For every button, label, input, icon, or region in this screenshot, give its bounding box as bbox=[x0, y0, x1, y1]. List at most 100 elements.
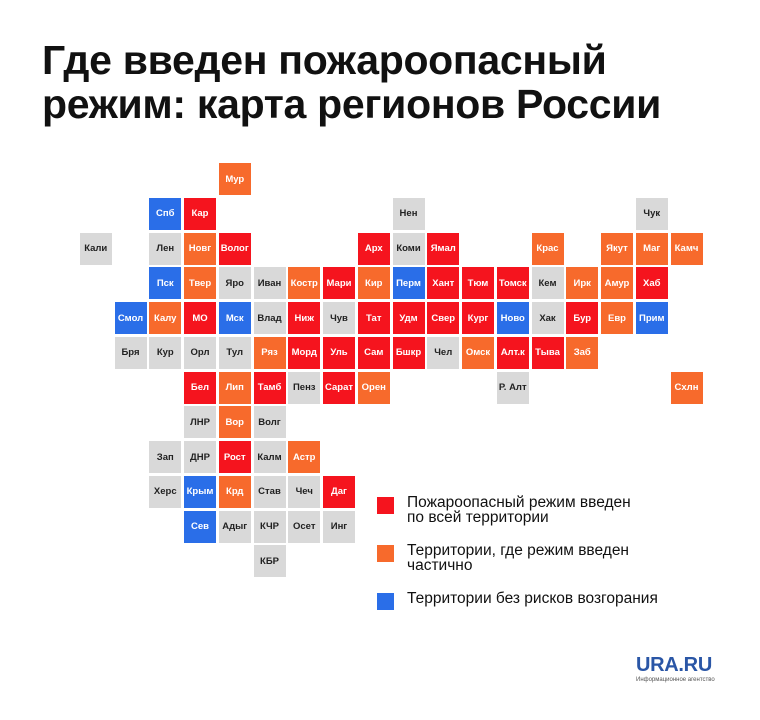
region-tile-25: Хант bbox=[427, 267, 460, 300]
brand-logo: URA.RU Информационное агентство bbox=[636, 654, 715, 684]
region-tile-6: Кали bbox=[79, 232, 112, 265]
region-tile-15: Маг bbox=[635, 232, 668, 265]
title-line-1: Где введен пожароопасный bbox=[42, 37, 607, 83]
region-tile-13: Крас bbox=[531, 232, 564, 265]
region-tile-14: Якут bbox=[601, 232, 633, 265]
region-tile-65: Пенз bbox=[288, 371, 321, 404]
region-tile-43: Ново bbox=[496, 302, 529, 334]
region-tile-62: Бел bbox=[184, 371, 216, 404]
region-tile-67: Орен bbox=[357, 371, 390, 404]
region-tile-32: Смол bbox=[114, 302, 147, 334]
region-tile-58: Омск bbox=[462, 336, 494, 369]
region-tile-63: Лип bbox=[218, 371, 251, 404]
region-tile-78: Херс bbox=[149, 475, 182, 508]
region-tile-24: Перм bbox=[392, 267, 425, 300]
region-tile-39: Тат bbox=[357, 302, 390, 334]
region-tile-16: Камч bbox=[670, 232, 703, 265]
region-tile-87: Осет bbox=[288, 510, 321, 543]
legend-swatch-none bbox=[377, 593, 394, 610]
region-tile-72: Волг bbox=[253, 406, 286, 439]
region-tile-77: Астр bbox=[288, 441, 321, 473]
region-tile-12: Ямал bbox=[427, 232, 460, 265]
region-tile-11: Коми bbox=[392, 232, 425, 265]
region-tile-5: Чук bbox=[635, 197, 668, 230]
region-tile-7: Лен bbox=[149, 232, 182, 265]
region-tile-40: Удм bbox=[392, 302, 425, 334]
region-tile-55: Сам bbox=[357, 336, 390, 369]
region-tile-86: КЧР bbox=[253, 510, 286, 543]
region-tile-50: Орл bbox=[184, 336, 216, 369]
region-tile-44: Хак bbox=[531, 302, 564, 334]
region-tile-79: Крым bbox=[184, 475, 216, 508]
region-tile-88: Инг bbox=[323, 510, 355, 543]
region-tile-23: Кир bbox=[357, 267, 390, 300]
region-tile-46: Евр bbox=[601, 302, 633, 334]
region-tile-54: Уль bbox=[323, 336, 355, 369]
region-tile-69: Схлн bbox=[670, 371, 703, 404]
region-tile-20: Иван bbox=[253, 267, 286, 300]
region-tile-21: Костр bbox=[288, 267, 321, 300]
region-tile-17: Пск bbox=[149, 267, 182, 300]
region-tile-41: Свер bbox=[427, 302, 460, 334]
region-tile-51: Тул bbox=[218, 336, 251, 369]
legend-item-none: Территории без рисков возгорания bbox=[377, 591, 707, 610]
region-tile-36: Влад bbox=[253, 302, 286, 334]
region-tile-1: Мур bbox=[218, 163, 251, 195]
region-tile-60: Тыва bbox=[531, 336, 564, 369]
region-tile-61: Заб bbox=[566, 336, 599, 369]
region-tile-70: ЛНР bbox=[184, 406, 216, 439]
region-tile-18: Твер bbox=[184, 267, 216, 300]
region-tile-35: Мск bbox=[218, 302, 251, 334]
region-tile-10: Арх bbox=[357, 232, 390, 265]
region-tile-82: Чеч bbox=[288, 475, 321, 508]
region-tile-29: Ирк bbox=[566, 267, 599, 300]
region-tile-34: МО bbox=[184, 302, 216, 334]
region-tile-56: Бшкр bbox=[392, 336, 425, 369]
region-tile-30: Амур bbox=[601, 267, 633, 300]
title-line-2: режим: карта регионов России bbox=[42, 81, 662, 127]
region-tile-3: Кар bbox=[184, 197, 216, 230]
legend-swatch-full bbox=[377, 497, 394, 514]
region-tile-27: Томск bbox=[496, 267, 529, 300]
region-tile-81: Став bbox=[253, 475, 286, 508]
region-tile-47: Прим bbox=[635, 302, 668, 334]
region-tile-76: Калм bbox=[253, 441, 286, 473]
region-tile-74: ДНР bbox=[184, 441, 216, 473]
region-tile-53: Морд bbox=[288, 336, 321, 369]
region-tile-89: КБР bbox=[253, 545, 286, 578]
region-tile-8: Новг bbox=[184, 232, 216, 265]
legend-item-full: Пожароопасный режим введен по всей терри… bbox=[377, 495, 707, 525]
region-tile-68: Р. Алт bbox=[496, 371, 529, 404]
region-tile-9: Волог bbox=[218, 232, 251, 265]
region-tile-42: Кург bbox=[462, 302, 494, 334]
region-tile-48: Бря bbox=[114, 336, 147, 369]
legend-label-full: Пожароопасный режим введен по всей терри… bbox=[407, 494, 631, 526]
region-tile-45: Бур bbox=[566, 302, 599, 334]
legend-label-partial: Территории, где режим введен частично bbox=[407, 542, 629, 574]
region-tile-26: Тюм bbox=[462, 267, 494, 300]
region-tile-71: Вор bbox=[218, 406, 251, 439]
region-tile-80: Крд bbox=[218, 475, 251, 508]
region-tile-2: Спб bbox=[149, 197, 182, 230]
region-tile-66: Сарат bbox=[323, 371, 355, 404]
region-tile-85: Адыг bbox=[218, 510, 251, 543]
region-tile-31: Хаб bbox=[635, 267, 668, 300]
region-tile-4: Нен bbox=[392, 197, 425, 230]
region-tile-59: Алт.к bbox=[496, 336, 529, 369]
region-tile-22: Мари bbox=[323, 267, 355, 300]
region-tile-49: Кур bbox=[149, 336, 182, 369]
region-tile-57: Чел bbox=[427, 336, 460, 369]
legend-label-none: Территории без рисков возгорания bbox=[407, 590, 658, 607]
region-tile-84: Сев bbox=[184, 510, 216, 543]
brand-tagline: Информационное агентство bbox=[636, 677, 715, 683]
region-tile-52: Ряз bbox=[253, 336, 286, 369]
region-tile-83: Даг bbox=[323, 475, 355, 508]
region-tile-28: Кем bbox=[531, 267, 564, 300]
region-tile-38: Чув bbox=[323, 302, 355, 334]
brand-name: URA.RU bbox=[636, 654, 712, 676]
region-tile-75: Рост bbox=[218, 441, 251, 473]
page-title: Где введен пожароопасный режим: карта ре… bbox=[42, 38, 661, 126]
legend-item-partial: Территории, где режим введен частично bbox=[377, 543, 707, 573]
region-tile-64: Тамб bbox=[253, 371, 286, 404]
